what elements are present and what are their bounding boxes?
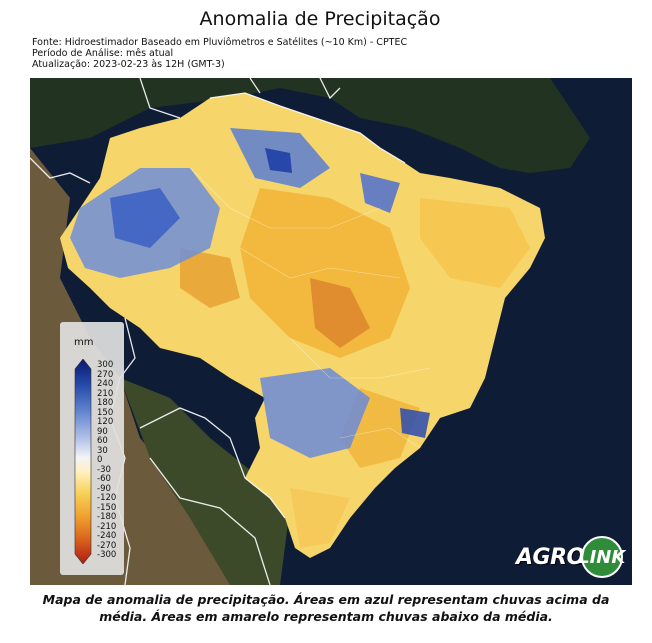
update-line: Atualização: 2023-02-23 às 12H (GMT-3): [32, 59, 225, 70]
legend-unit: mm: [74, 337, 94, 348]
state-borders: [189, 167, 431, 449]
legend-tick-label: 0: [97, 455, 103, 465]
figure-caption: Mapa de anomalia de precipitação. Áreas …: [42, 592, 610, 624]
agrolink-logo: AGRO LINK: [516, 534, 626, 580]
legend-tick-label: -150: [97, 502, 117, 513]
legend-tick-label: 150: [97, 407, 114, 418]
surplus-area-centerwest: [260, 368, 370, 458]
land-north: [30, 78, 590, 173]
logo-text-link: LINK: [578, 546, 626, 568]
legend-tick-label: 90: [97, 426, 108, 437]
legend-tick-label: -60: [97, 474, 111, 484]
map-metadata: Fonte: Hidroestimador Baseado em Pluviôm…: [32, 37, 407, 70]
legend-tick-label: 270: [97, 369, 114, 380]
deficit-area-south: [290, 488, 350, 548]
borders: [30, 78, 406, 585]
legend-tick-label: 30: [97, 445, 108, 456]
legend-tick-label: -120: [97, 493, 117, 503]
land-south: [120, 378, 290, 585]
map-title: Anomalia de Precipitação: [199, 8, 441, 30]
anomaly-map: [30, 78, 632, 585]
surplus-area-amazonas: [110, 188, 180, 248]
legend-tick-label: 180: [97, 398, 114, 408]
legend-tick-label: -300: [97, 550, 117, 560]
legend-colorbar: [74, 359, 92, 564]
source-line: Fonte: Hidroestimador Baseado em Pluviôm…: [32, 37, 408, 48]
legend-tick-label: 240: [97, 379, 114, 389]
map-canvas: [30, 78, 632, 585]
surplus-area-north-core: [265, 148, 292, 173]
legend-tick-label: -270: [97, 540, 117, 551]
legend-tick-label: 60: [97, 436, 108, 446]
legend-tick-label: -30: [97, 464, 111, 475]
legend-tick-label: 120: [97, 417, 114, 427]
deficit-area-northeast: [420, 198, 530, 288]
legend-tick-label: 300: [97, 360, 114, 370]
surplus-area-para: [360, 173, 400, 213]
surplus-area-southeast-core: [400, 408, 430, 438]
color-legend: mm 300 270 240 210 180 150 120 90 60 30 0 -30 -60 -90…: [60, 322, 124, 575]
legend-tick-label: 210: [97, 388, 114, 399]
logo-circle: LINK: [578, 536, 626, 578]
deficit-area-west: [180, 248, 240, 308]
period-line: Período de Análise: mês atual: [32, 48, 174, 59]
legend-tick-label: -180: [97, 512, 117, 522]
deficit-area-core: [310, 278, 370, 348]
legend-tick-label: -90: [97, 483, 111, 494]
deficit-area-central: [240, 188, 410, 358]
legend-tick-label: -240: [97, 531, 117, 541]
logo-text-agro: AGRO: [516, 544, 585, 570]
legend-tick-label: -210: [97, 521, 117, 532]
